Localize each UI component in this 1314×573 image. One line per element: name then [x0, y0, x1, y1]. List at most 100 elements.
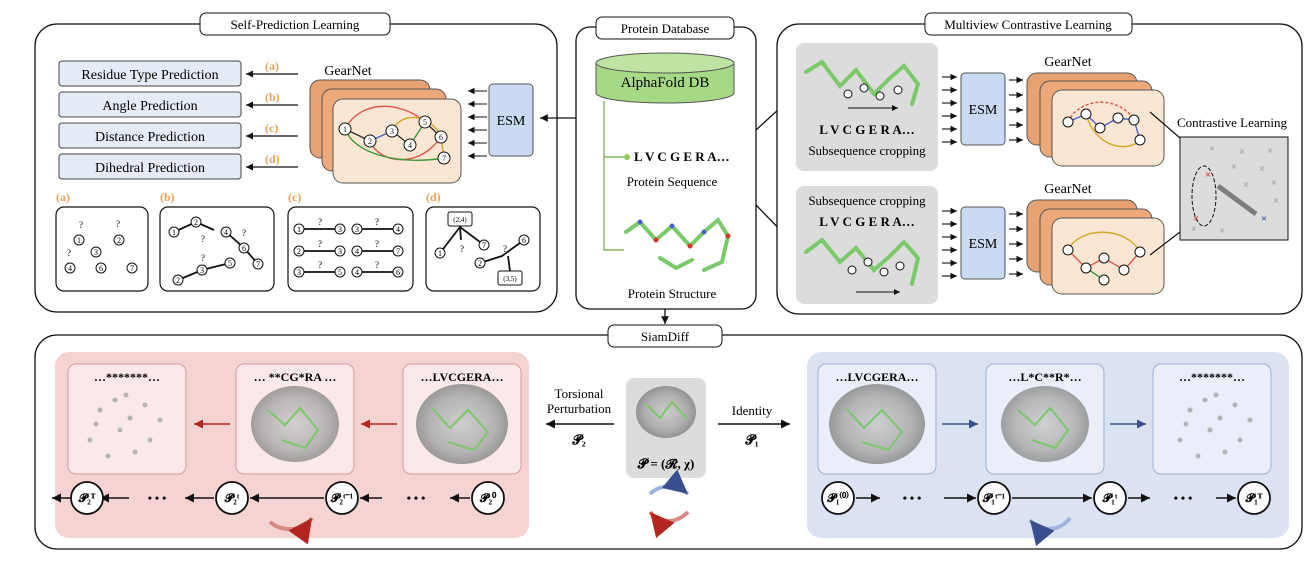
task-dihedral: Dihedral Prediction — [95, 161, 205, 176]
svg-text:4: 4 — [355, 247, 359, 256]
task-residue-type: Residue Type Prediction — [81, 68, 218, 83]
task-tag-b: (b) — [265, 90, 280, 104]
svg-text:?: ? — [503, 244, 507, 254]
perturbation-label: Perturbation — [547, 401, 612, 416]
right-state-t: 𝓟₁ᵗ — [1102, 491, 1118, 505]
svg-text:2: 2 — [117, 236, 121, 245]
example-tag-b: (b) — [160, 190, 175, 204]
esm-box-view1 — [960, 72, 1006, 146]
example-tag-c: (c) — [288, 190, 301, 204]
task-tag-c: (c) — [265, 121, 278, 135]
example-tag-d: (d) — [426, 190, 441, 204]
svg-text:4: 4 — [68, 264, 72, 273]
svg-text:?: ? — [318, 217, 322, 227]
svg-text:(3,5): (3,5) — [503, 275, 517, 283]
svg-text:?: ? — [116, 219, 120, 229]
svg-text:×: × — [1273, 196, 1279, 207]
svg-text:×: × — [1243, 180, 1249, 191]
identity-label: Identity — [732, 403, 773, 418]
example-box-c — [287, 206, 414, 292]
svg-text:?: ? — [201, 234, 205, 244]
svg-text:4: 4 — [396, 225, 400, 234]
view2-caption: Subsequence cropping — [808, 193, 926, 208]
task-arrows — [246, 70, 298, 171]
example-d-graph: (2,4) (3,5) 1 72 6 ?? — [434, 211, 530, 286]
contrastive-space — [1179, 136, 1289, 241]
p1-symbol: 𝓟₁ — [744, 432, 758, 447]
protein-structure-label: Protein Structure — [628, 286, 717, 301]
svg-text:7: 7 — [256, 260, 260, 269]
left-seq-3: …LVCGERA… — [421, 370, 504, 384]
svg-text:?: ? — [375, 239, 379, 249]
torsional-label: Torsional — [555, 386, 604, 401]
svg-text:1: 1 — [77, 236, 81, 245]
view1-to-contrastive — [1149, 111, 1181, 139]
left-state-t: 𝓟₂ᵗ — [224, 491, 240, 505]
self-prediction-panel: Self-Prediction Learning Residue Type Pr… — [34, 12, 558, 313]
svg-text:×: × — [1239, 147, 1245, 158]
svg-text:7: 7 — [396, 247, 400, 256]
esm-box-left — [488, 83, 534, 157]
svg-text:1: 1 — [297, 225, 301, 234]
svg-text:5: 5 — [228, 259, 232, 268]
svg-text:4: 4 — [408, 141, 412, 150]
left-state-t-1: 𝓟₂ᵗ⁻¹ — [330, 491, 354, 505]
svg-text:×: × — [1193, 213, 1199, 225]
multiview-title: Multiview Contrastive Learning — [944, 17, 1112, 32]
gearnet-label-view1: GearNet — [1044, 55, 1092, 70]
svg-text:5: 5 — [423, 118, 427, 127]
task-distance: Distance Prediction — [95, 130, 205, 145]
svg-text:?: ? — [460, 244, 464, 254]
alphafold-db-cylinder — [595, 52, 735, 104]
svg-text:?: ? — [375, 260, 379, 270]
svg-text:×: × — [1205, 169, 1211, 181]
svg-text:?: ? — [318, 260, 322, 270]
p2-symbol: 𝓟₂ — [571, 432, 585, 447]
center-formula: 𝓟 = (𝓡, χ) — [637, 456, 695, 471]
multiview-panel: Multiview Contrastive Learning L V C G E… — [776, 12, 1303, 315]
left-dots-1: • • • — [148, 491, 167, 505]
left-structures — [87, 384, 508, 464]
gearnet-label-view2: GearNet — [1044, 182, 1092, 197]
gearnet-label-left: GearNet — [324, 64, 372, 79]
svg-text:×: × — [1191, 224, 1197, 235]
view1-sequence: L V C G E R A… — [819, 122, 915, 137]
svg-text:×: × — [1261, 213, 1267, 225]
svg-text:2: 2 — [368, 137, 372, 146]
view2-sequence: L V C G E R A… — [819, 214, 915, 229]
svg-text:3: 3 — [338, 225, 342, 234]
svg-text:3: 3 — [355, 225, 359, 234]
task-angle: Angle Prediction — [102, 99, 197, 114]
center-original: Torsional Perturbation 𝓟₂ 𝓟 = (𝓡, χ) Ide… — [546, 378, 790, 539]
svg-text:4: 4 — [224, 228, 228, 237]
svg-text:3: 3 — [297, 268, 301, 277]
gearnet-stack-left: 1 2 3 4 5 6 7 — [309, 79, 462, 184]
database-panel: Protein Database AlphaFold DB L V C G E … — [575, 16, 757, 310]
svg-text:2: 2 — [176, 276, 180, 285]
svg-text:1: 1 — [438, 249, 442, 258]
example-tag-a: (a) — [56, 190, 70, 204]
svg-text:1: 1 — [343, 125, 347, 134]
svg-text:3: 3 — [200, 266, 204, 275]
svg-text:3: 3 — [338, 247, 342, 256]
right-state-t-1: 𝓟₁ᵗ⁻¹ — [982, 491, 1006, 505]
example-box-b — [159, 206, 275, 292]
svg-text:7: 7 — [482, 241, 486, 250]
task-tag-d: (d) — [265, 152, 280, 166]
left-state-0: 𝓟₂⁰ — [479, 491, 497, 505]
right-state-0: 𝓟₁⁽⁰⁾ — [826, 490, 849, 505]
esm-to-gearnet-arrows-left — [468, 87, 487, 160]
left-seq-2: … **CG*RA … — [254, 370, 337, 384]
view1-caption: Subsequence cropping — [808, 143, 926, 158]
svg-text:3: 3 — [94, 248, 98, 257]
example-c-graph: 1 3 3 4 2 3 4 7 3 5 4 6 ?? ?? ?? — [293, 217, 404, 278]
svg-text:×: × — [1209, 144, 1215, 155]
right-dots-2: • • • — [1174, 491, 1193, 505]
task-tag-a: (a) — [265, 59, 279, 73]
svg-text:1: 1 — [172, 228, 176, 237]
example-b-graph: 1 2 4 6 7 2 3 5 ??? — [168, 216, 264, 286]
view2-structure — [804, 237, 921, 286]
svg-text:2: 2 — [478, 259, 482, 268]
gearnet-stack-view1 — [1026, 72, 1165, 167]
